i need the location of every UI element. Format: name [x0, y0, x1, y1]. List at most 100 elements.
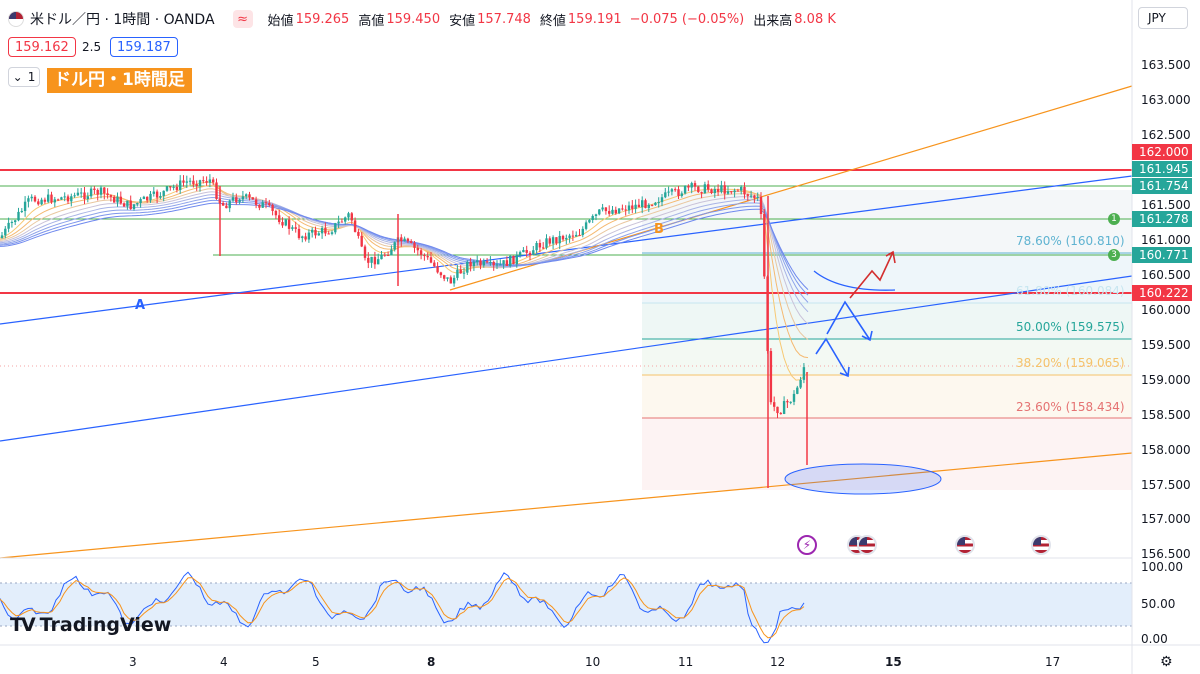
candle-body	[254, 199, 258, 205]
candle-body	[641, 200, 644, 208]
candle-body	[119, 196, 122, 204]
candle-body	[350, 213, 353, 221]
buy-price-button[interactable]: 159.187	[110, 37, 178, 57]
us-event-icon[interactable]	[857, 535, 877, 555]
candle-body	[297, 228, 301, 239]
candle-body	[443, 275, 446, 279]
candle-body	[89, 188, 93, 197]
candle-body	[208, 179, 212, 183]
indicator-collapse-button[interactable]: ⌄ 1	[8, 67, 40, 87]
candle-body	[380, 254, 383, 260]
rsi-tick: 0.00	[1141, 632, 1168, 646]
candle-body	[746, 194, 749, 196]
candle-body	[367, 257, 370, 263]
candle-body	[410, 241, 413, 243]
candle-body	[202, 180, 205, 182]
candle-body	[419, 250, 423, 255]
candle-body	[723, 185, 726, 194]
y-tick: 158.500	[1141, 408, 1191, 422]
candle-body	[142, 196, 146, 200]
candle-body	[627, 205, 631, 211]
candle-body	[30, 196, 33, 199]
currency-select[interactable]: JPY	[1138, 7, 1188, 29]
candle-body	[175, 186, 179, 190]
candle-body	[495, 264, 499, 266]
candle-body	[720, 185, 723, 192]
candle-body	[251, 197, 254, 200]
candle-body	[558, 235, 561, 244]
candle-body	[393, 242, 396, 250]
candle-body	[169, 186, 172, 188]
candle-body	[466, 261, 469, 273]
candle-body	[439, 272, 443, 276]
candle-body	[753, 195, 756, 198]
candle-body	[598, 209, 601, 215]
candle-body	[413, 242, 416, 248]
y-tick: 157.500	[1141, 478, 1191, 492]
candle-body	[621, 208, 624, 210]
candle-body	[215, 182, 218, 199]
candle-body	[53, 199, 56, 203]
fib-786: 78.60% (160.810)	[1016, 234, 1125, 248]
us-event-icon[interactable]	[955, 535, 975, 555]
candle-body	[647, 204, 650, 208]
candle-body	[555, 237, 558, 244]
y-tick: 159.000	[1141, 373, 1191, 387]
candle-body	[502, 260, 505, 265]
candle-body	[360, 235, 363, 247]
candle-body	[792, 393, 796, 402]
candle-body	[103, 187, 106, 194]
candle-body	[264, 202, 268, 204]
candle-body	[472, 262, 476, 267]
candle-body	[60, 197, 63, 200]
candle-body	[707, 184, 710, 190]
candle-body	[581, 228, 584, 236]
sell-price-button[interactable]: 159.162	[8, 37, 76, 57]
y-tick: 159.500	[1141, 338, 1191, 352]
marker-1: 1	[1108, 213, 1120, 225]
candle-body	[545, 238, 548, 248]
gear-icon[interactable]: ⚙	[1160, 654, 1173, 670]
close-label: 終値	[539, 13, 566, 29]
candle-body	[122, 203, 126, 207]
price-tag: 160.771	[1132, 247, 1192, 263]
tradingview-logo[interactable]: TV TradingView	[10, 614, 171, 636]
candle-body	[634, 204, 637, 209]
candle-body	[307, 232, 311, 240]
candle-body	[37, 201, 40, 205]
candle-body	[436, 266, 439, 273]
x-tick: 10	[585, 655, 601, 669]
symbol-title[interactable]: 米ドル／円 · 1時間 · OANDA	[30, 12, 215, 28]
candle-body	[96, 189, 99, 195]
volume-label: 出来高	[753, 13, 793, 29]
candle-body	[509, 255, 512, 266]
candle-body	[512, 255, 515, 265]
us-event-icon[interactable]	[1031, 535, 1051, 555]
candle-body	[7, 222, 10, 229]
candle-body	[799, 379, 802, 388]
candle-body	[423, 254, 426, 257]
candle-body	[677, 189, 680, 196]
candle-body	[485, 261, 489, 263]
candle-body	[743, 187, 746, 195]
data-problem-icon[interactable]: ≈	[232, 10, 253, 28]
candle-body	[225, 205, 228, 209]
candle-body	[532, 250, 535, 255]
y-tick: 160.000	[1141, 303, 1191, 317]
us-flag-icon	[8, 11, 24, 27]
lightning-event-icon[interactable]: ⚡	[797, 535, 817, 555]
candle-body	[311, 229, 314, 233]
ema-line	[0, 199, 809, 296]
candle-body	[390, 249, 393, 256]
candle-body	[172, 186, 175, 188]
candle-body	[403, 238, 406, 242]
candle-body	[40, 199, 43, 205]
candle-body	[291, 227, 294, 229]
candle-body	[786, 401, 789, 403]
candle-body	[116, 196, 119, 203]
candle-body	[139, 199, 142, 203]
candle-body	[294, 227, 297, 229]
candle-body	[314, 229, 317, 236]
label-a: A	[135, 298, 146, 313]
